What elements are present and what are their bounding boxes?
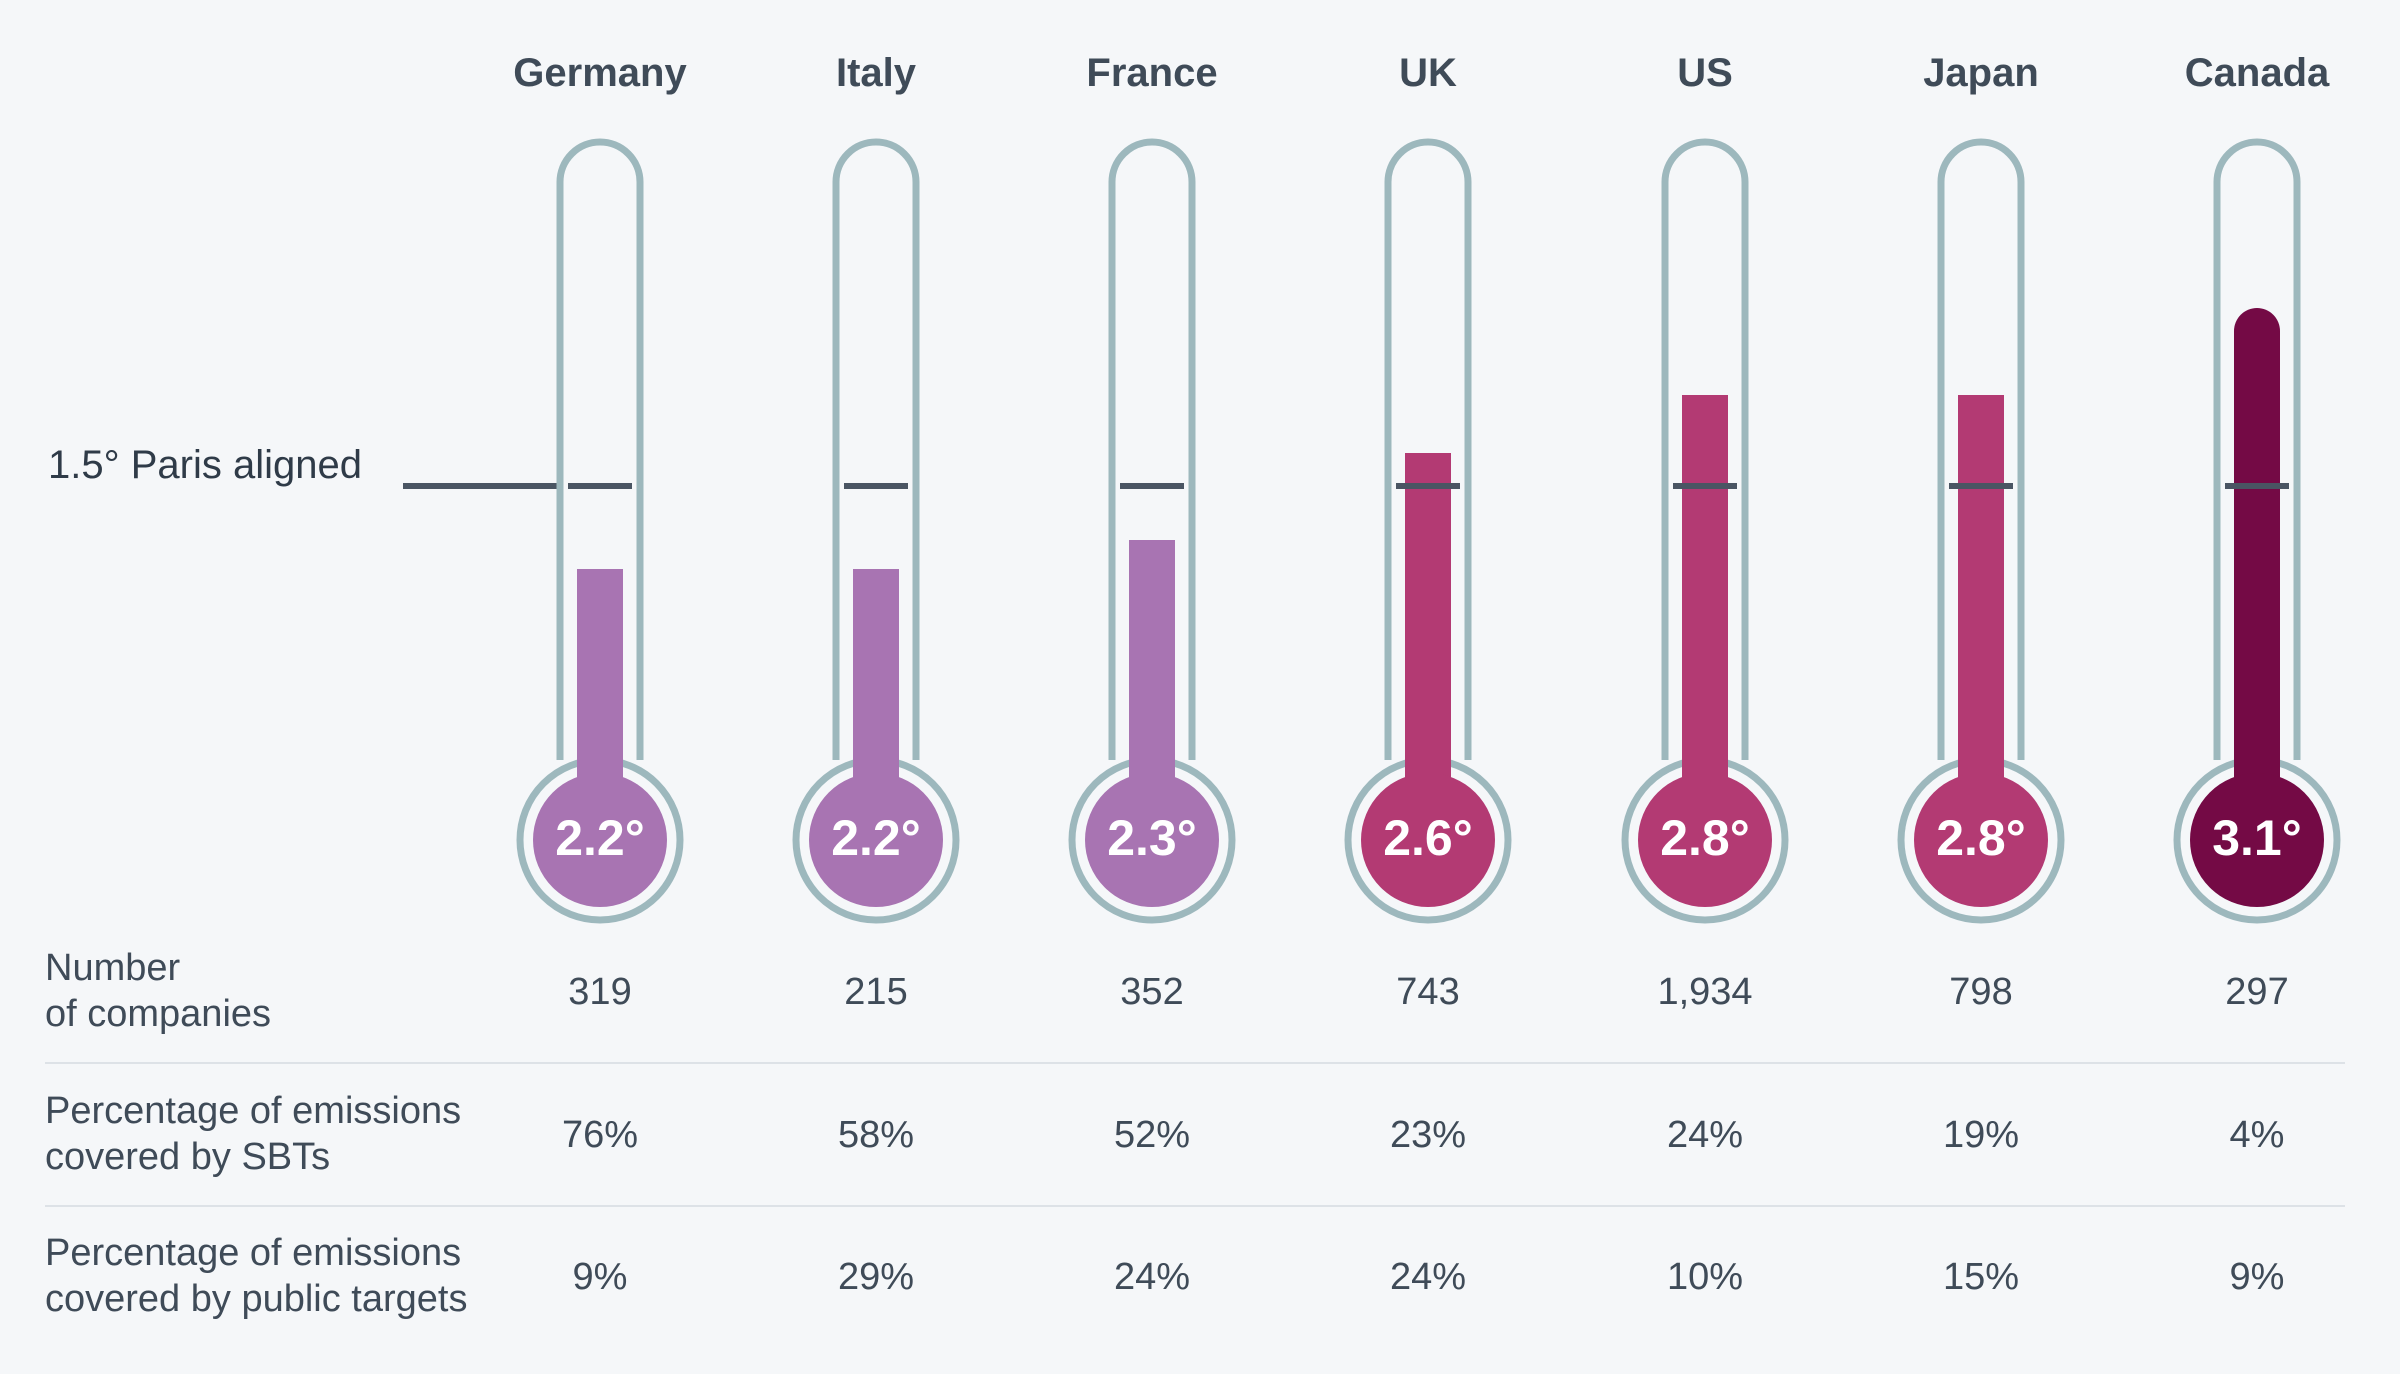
temperature-value-label: 2.6° xyxy=(1383,810,1473,866)
temperature-value-label: 2.3° xyxy=(1107,810,1197,866)
row-label-sbt-coverage: Percentage of emissions covered by SBTs xyxy=(45,1090,462,1178)
table-cell: 1,934 xyxy=(1657,971,1753,1013)
table-cell: 9% xyxy=(2229,1256,2285,1298)
mercury-bar xyxy=(577,569,623,800)
table-cell: 297 xyxy=(2225,971,2289,1013)
country-label: Japan xyxy=(1923,51,2039,95)
table-cell: 76% xyxy=(561,1114,639,1156)
table-cell: 9% xyxy=(572,1256,628,1298)
paris-aligned-label: 1.5° Paris aligned xyxy=(48,443,362,487)
table-cell: 24% xyxy=(1666,1114,1744,1156)
table-cell: 10% xyxy=(1666,1256,1744,1298)
table-cell: 352 xyxy=(1120,971,1184,1013)
mercury-bar xyxy=(2234,308,2280,800)
mercury-bar xyxy=(853,569,899,800)
table-cell: 798 xyxy=(1949,971,2013,1013)
table-cell: 52% xyxy=(1113,1114,1191,1156)
table-cell: 58% xyxy=(837,1114,915,1156)
table-divider xyxy=(45,1205,2345,1207)
table-cell: 23% xyxy=(1389,1114,1467,1156)
country-label: UK xyxy=(1399,51,1457,95)
country-label: Italy xyxy=(836,51,917,95)
row-label-public-target-coverage: Percentage of emissions covered by publi… xyxy=(45,1232,468,1320)
table-cell: 24% xyxy=(1389,1256,1467,1298)
thermometer-bulb-fill xyxy=(1361,773,1495,907)
chart-svg: 1.5° Paris aligned Germany 2.2° Italy 2.2° Fr… xyxy=(48,51,2341,924)
temperature-value-label: 2.2° xyxy=(555,810,645,866)
country-label: Germany xyxy=(513,51,687,95)
temperature-value-label: 3.1° xyxy=(2212,810,2302,866)
mercury-bar xyxy=(1129,540,1175,800)
country-label: US xyxy=(1677,51,1733,95)
temperature-value-label: 2.8° xyxy=(1660,810,1750,866)
mercury-bar xyxy=(1405,453,1451,800)
country-label: France xyxy=(1086,51,1217,95)
thermometer-bulb-fill xyxy=(809,773,943,907)
table-cell: 19% xyxy=(1942,1114,2020,1156)
thermometer-bulb-fill xyxy=(2190,773,2324,907)
table-divider xyxy=(45,1062,2345,1064)
thermometer-bulb-fill xyxy=(1085,773,1219,907)
table-cell: 15% xyxy=(1942,1256,2020,1298)
table-cell: 24% xyxy=(1113,1256,1191,1298)
thermometer-bulb-fill xyxy=(1914,773,2048,907)
mercury-bar xyxy=(1958,395,2004,800)
row-label-companies: Number of companies xyxy=(45,947,272,1035)
temperature-value-label: 2.8° xyxy=(1936,810,2026,866)
table-cell: 319 xyxy=(568,971,632,1013)
table-cell: 29% xyxy=(837,1256,915,1298)
table-cell: 4% xyxy=(2229,1114,2285,1156)
temperature-value-label: 2.2° xyxy=(831,810,921,866)
table-cell: 743 xyxy=(1396,971,1460,1013)
thermometer-bulb-fill xyxy=(533,773,667,907)
table-cell: 215 xyxy=(844,971,908,1013)
thermometer-bulb-fill xyxy=(1638,773,1772,907)
country-label: Canada xyxy=(2185,51,2330,95)
mercury-bar xyxy=(1682,395,1728,800)
